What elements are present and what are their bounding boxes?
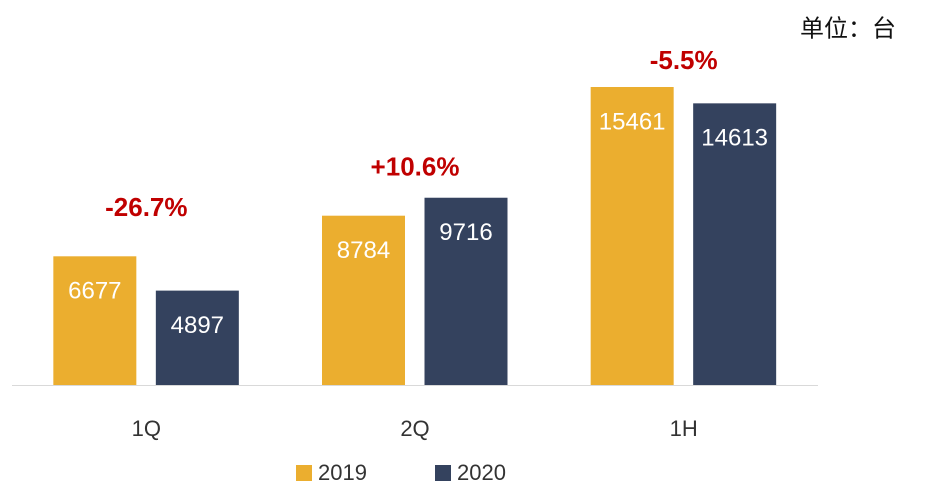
bar xyxy=(693,103,777,386)
unit-label: 单位：台 xyxy=(800,15,896,42)
x-tick-label: 1Q xyxy=(132,416,161,441)
bar xyxy=(322,215,405,385)
bar xyxy=(53,256,137,385)
x-tick-label: 2Q xyxy=(400,416,429,441)
value-label: 9716 xyxy=(439,219,492,246)
bar xyxy=(155,290,239,385)
value-label: 4897 xyxy=(171,312,224,339)
bar xyxy=(590,87,674,385)
annotation: +10.6% xyxy=(371,152,460,182)
legend-swatch xyxy=(296,465,312,481)
legend-label: 2019 xyxy=(318,460,367,485)
x-tick-label: 1H xyxy=(670,416,698,441)
annotation: -26.7% xyxy=(105,192,187,222)
annotation: -5.5% xyxy=(650,45,718,75)
value-label: 14613 xyxy=(701,125,768,152)
legend-label: 2020 xyxy=(457,460,506,485)
bar xyxy=(424,197,508,385)
value-label: 15461 xyxy=(599,108,666,135)
value-label: 8784 xyxy=(337,237,390,264)
value-label: 6677 xyxy=(68,278,121,305)
legend-swatch xyxy=(435,465,451,481)
